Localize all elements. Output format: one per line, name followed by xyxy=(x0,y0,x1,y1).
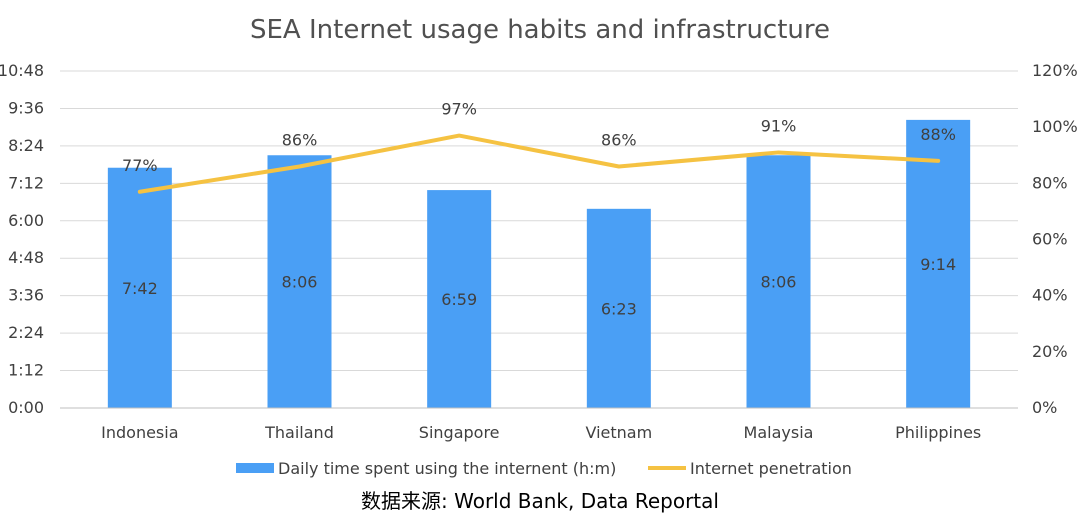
y-left-tick-label: 9:36 xyxy=(8,98,44,117)
penetration-line xyxy=(137,133,941,194)
line-point xyxy=(139,191,141,193)
line-data-label: 97% xyxy=(441,100,477,119)
line-data-label: 88% xyxy=(920,125,956,144)
x-tick-label: Singapore xyxy=(419,423,500,442)
y-right-tick-label: 0% xyxy=(1032,398,1057,417)
line-data-label: 86% xyxy=(282,130,318,149)
bar xyxy=(107,167,172,408)
y-left-tick-label: 1:12 xyxy=(8,361,44,380)
y-right-tick-label: 60% xyxy=(1032,230,1068,249)
legend: Daily time spent using the internent (h:… xyxy=(236,459,852,478)
bar-series xyxy=(107,119,971,408)
line-data-label: 86% xyxy=(601,130,637,149)
legend-bar-swatch xyxy=(236,463,274,473)
chart-title: SEA Internet usage habits and infrastruc… xyxy=(250,15,830,45)
bar-data-label: 6:23 xyxy=(601,299,637,318)
line-point xyxy=(618,165,620,167)
x-tick-label: Vietnam xyxy=(585,423,652,442)
x-tick-label: Thailand xyxy=(264,423,334,442)
legend-bar-label: Daily time spent using the internent (h:… xyxy=(278,459,616,478)
y-right-tick-label: 80% xyxy=(1032,173,1068,192)
bar-data-label: 9:14 xyxy=(920,255,956,274)
bar xyxy=(746,155,811,408)
axes: 0:00 1:12 2:24 3:36 4:48 6:00 7:12 8:24 9:36 10:4… xyxy=(0,61,1078,442)
y-left-tick-label: 3:36 xyxy=(8,286,44,305)
y-left-tick-label: 6:00 xyxy=(8,211,44,230)
y-left-tick-label: 8:24 xyxy=(8,136,44,155)
line-point xyxy=(778,151,779,153)
gridlines xyxy=(60,70,1018,372)
bar-data-label: 8:06 xyxy=(282,273,318,292)
legend-line-label: Internet penetration xyxy=(690,459,852,478)
line-data-label: 91% xyxy=(761,116,797,135)
line-data-label: 77% xyxy=(122,156,158,175)
y-right-tick-label: 20% xyxy=(1032,342,1068,361)
y-left-tick-label: 7:12 xyxy=(8,173,44,192)
y-right-tick-label: 120% xyxy=(1032,61,1078,80)
line-point xyxy=(458,135,460,137)
bar xyxy=(586,208,651,408)
x-tick-label: Malaysia xyxy=(744,423,814,442)
bar xyxy=(427,190,492,408)
line-series xyxy=(137,133,941,194)
x-tick-label: Philippines xyxy=(895,423,981,442)
data-labels: 7:42 8:06 6:59 6:23 8:06 9:14 77% 86% 97% 86% 91% 8… xyxy=(122,100,956,319)
line-point xyxy=(299,165,300,167)
y-left-tick-label: 4:48 xyxy=(8,248,44,267)
line-point xyxy=(937,160,939,162)
y-left-tick-label: 0:00 xyxy=(8,398,44,417)
x-tick-label: Indonesia xyxy=(101,423,178,442)
bar-data-label: 8:06 xyxy=(761,273,797,292)
bar-data-label: 6:59 xyxy=(441,290,477,309)
y-left-tick-label: 10:48 xyxy=(0,61,44,80)
bar-data-label: 7:42 xyxy=(122,279,158,298)
bar xyxy=(906,119,971,408)
source-note: 数据来源: World Bank, Data Reportal xyxy=(361,489,719,513)
y-right-tick-label: 40% xyxy=(1032,286,1068,305)
y-left-tick-label: 2:24 xyxy=(8,323,44,342)
bar xyxy=(267,155,332,408)
y-right-tick-label: 100% xyxy=(1032,117,1078,136)
